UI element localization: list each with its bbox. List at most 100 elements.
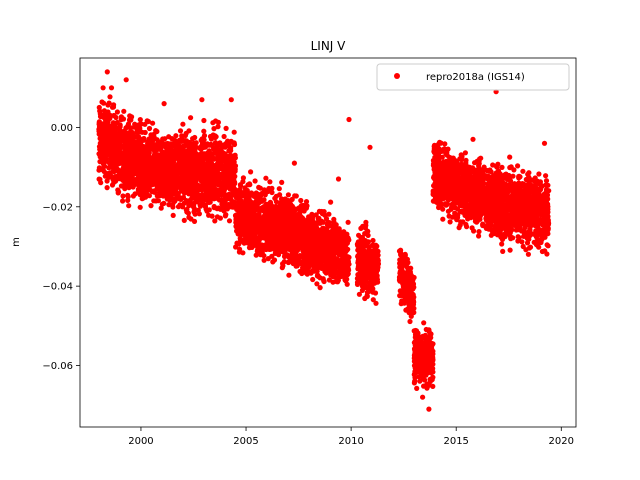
data-point: [183, 170, 189, 176]
data-point: [151, 171, 157, 177]
data-point: [269, 253, 275, 259]
data-point: [186, 128, 192, 134]
data-point: [162, 141, 168, 147]
data-point: [345, 219, 351, 225]
data-point: [172, 198, 178, 204]
data-point: [160, 136, 166, 142]
data-point: [286, 259, 292, 265]
data-point: [248, 169, 254, 175]
data-point: [209, 178, 215, 184]
data-point: [146, 136, 152, 142]
data-point: [328, 199, 334, 205]
data-point: [278, 220, 284, 226]
data-point: [202, 182, 208, 188]
data-point: [416, 343, 422, 349]
data-point: [106, 171, 112, 177]
data-point: [317, 275, 323, 281]
data-point: [194, 186, 200, 193]
data-point: [158, 205, 164, 211]
data-point: [139, 129, 145, 135]
data-point: [307, 234, 313, 240]
data-point: [417, 365, 423, 371]
data-point: [180, 121, 186, 127]
data-point: [260, 206, 266, 212]
data-point: [422, 346, 428, 352]
data-point: [97, 135, 103, 142]
data-point: [285, 203, 291, 209]
data-point: [108, 159, 114, 166]
data-point: [185, 151, 191, 158]
data-point: [331, 258, 337, 264]
data-point: [226, 218, 233, 224]
data-point: [189, 152, 195, 158]
data-point: [186, 144, 192, 150]
data-point: [254, 199, 260, 205]
data-point: [237, 182, 243, 188]
data-point: [313, 212, 319, 218]
data-point: [306, 225, 312, 232]
data-point: [363, 284, 369, 291]
data-point: [298, 197, 304, 204]
data-point: [416, 350, 422, 356]
data-point: [138, 173, 144, 179]
data-point: [279, 179, 285, 185]
data-point: [257, 185, 263, 191]
data-point: [146, 125, 153, 132]
data-point: [179, 146, 185, 152]
data-point: [210, 120, 216, 126]
data-point: [130, 147, 136, 153]
data-point: [96, 119, 102, 125]
data-point: [317, 253, 324, 259]
data-point: [414, 385, 420, 391]
data-point: [223, 162, 229, 168]
data-point: [152, 159, 159, 166]
data-point: [100, 156, 106, 162]
data-point: [114, 119, 120, 126]
data-point: [311, 263, 317, 269]
data-point: [411, 380, 417, 386]
data-point: [240, 206, 246, 212]
data-point: [103, 124, 109, 131]
data-point: [231, 153, 237, 159]
data-point: [324, 269, 330, 275]
data-point: [279, 265, 285, 271]
data-point: [195, 191, 201, 197]
data-point: [178, 187, 185, 193]
data-point: [221, 180, 228, 186]
data-point: [201, 128, 207, 134]
data-point: [159, 201, 165, 207]
data-point: [421, 373, 427, 379]
data-point: [148, 179, 154, 185]
data-point: [318, 219, 324, 225]
data-point: [163, 169, 169, 176]
data-point: [206, 169, 212, 176]
data-point: [129, 129, 135, 135]
data-point: [312, 247, 318, 253]
data-point: [321, 278, 327, 285]
data-point: [408, 293, 414, 299]
data-point: [288, 221, 294, 228]
data-point: [192, 134, 198, 141]
data-point: [330, 249, 336, 255]
data-point: [110, 176, 116, 182]
data-point: [145, 187, 151, 193]
data-point: [370, 297, 376, 303]
data-point: [122, 186, 128, 192]
data-point: [302, 219, 308, 225]
data-point: [226, 141, 232, 147]
data-point: [191, 145, 197, 151]
data-point: [311, 256, 318, 262]
data-point: [130, 135, 136, 141]
data-point: [429, 354, 435, 360]
data-point: [137, 204, 143, 210]
data-point: [326, 220, 332, 226]
data-point: [116, 149, 122, 155]
data-point: [212, 218, 218, 224]
data-point: [118, 136, 124, 142]
data-point: [292, 244, 299, 250]
data-point: [191, 218, 198, 224]
data-point: [252, 223, 258, 230]
data-point: [211, 205, 217, 211]
data-point: [224, 204, 231, 210]
data-point: [287, 247, 294, 253]
